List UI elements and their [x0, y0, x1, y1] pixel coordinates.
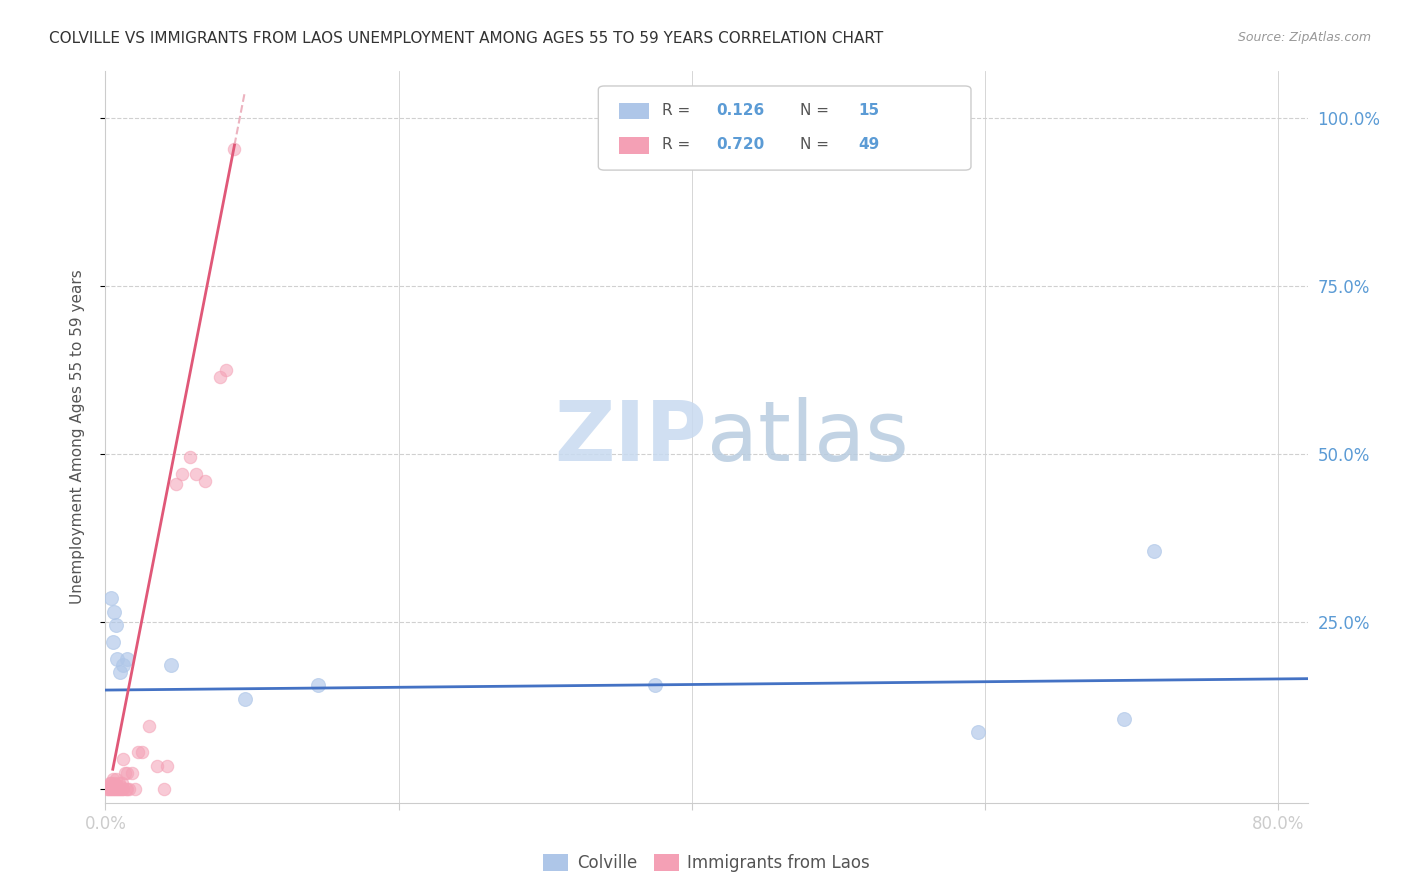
- Point: [194, 474, 217, 488]
- Point: [97, 779, 120, 793]
- Point: [101, 634, 124, 648]
- Point: [98, 782, 121, 797]
- FancyBboxPatch shape: [599, 86, 972, 170]
- Point: [103, 605, 125, 619]
- Point: [112, 782, 135, 797]
- FancyBboxPatch shape: [619, 103, 648, 120]
- Point: [96, 782, 118, 797]
- Text: R =: R =: [662, 137, 695, 152]
- Point: [118, 782, 141, 797]
- Point: [208, 369, 231, 384]
- Point: [145, 759, 167, 773]
- Text: Source: ZipAtlas.com: Source: ZipAtlas.com: [1237, 31, 1371, 45]
- Point: [108, 779, 131, 793]
- Point: [156, 759, 179, 773]
- Point: [107, 775, 129, 789]
- Point: [117, 782, 139, 797]
- Point: [112, 658, 135, 673]
- Point: [121, 765, 143, 780]
- Point: [108, 665, 131, 679]
- Point: [153, 782, 176, 797]
- Point: [138, 718, 160, 732]
- Text: 0.720: 0.720: [716, 137, 765, 152]
- Point: [101, 772, 124, 787]
- Point: [100, 779, 122, 793]
- Point: [1143, 544, 1166, 558]
- Point: [131, 746, 153, 760]
- Y-axis label: Unemployment Among Ages 55 to 59 years: Unemployment Among Ages 55 to 59 years: [70, 269, 84, 605]
- Point: [117, 651, 139, 665]
- Point: [107, 782, 129, 797]
- Text: ZIP: ZIP: [554, 397, 707, 477]
- Point: [104, 618, 127, 632]
- Point: [115, 782, 138, 797]
- Point: [160, 658, 183, 673]
- Point: [110, 775, 132, 789]
- Point: [966, 725, 988, 739]
- Point: [100, 591, 122, 606]
- Point: [110, 782, 132, 797]
- Point: [103, 782, 125, 797]
- Point: [233, 691, 256, 706]
- Point: [170, 467, 193, 481]
- Point: [1114, 712, 1136, 726]
- Text: 49: 49: [858, 137, 879, 152]
- Point: [644, 678, 666, 692]
- Text: 0.126: 0.126: [716, 103, 765, 118]
- Text: atlas: atlas: [707, 397, 908, 477]
- Point: [105, 779, 128, 793]
- Point: [100, 775, 122, 789]
- FancyBboxPatch shape: [619, 137, 648, 153]
- Point: [98, 775, 121, 789]
- Text: COLVILLE VS IMMIGRANTS FROM LAOS UNEMPLOYMENT AMONG AGES 55 TO 59 YEARS CORRELAT: COLVILLE VS IMMIGRANTS FROM LAOS UNEMPLO…: [49, 31, 883, 46]
- Point: [103, 779, 125, 793]
- Point: [224, 142, 246, 156]
- Point: [105, 782, 128, 797]
- Point: [307, 678, 329, 692]
- Point: [179, 450, 201, 465]
- Point: [101, 779, 124, 793]
- Point: [124, 782, 146, 797]
- Point: [114, 765, 136, 780]
- Text: N =: N =: [800, 137, 834, 152]
- Point: [104, 772, 127, 787]
- Point: [104, 782, 127, 797]
- Point: [127, 746, 149, 760]
- Point: [112, 752, 135, 766]
- Text: R =: R =: [662, 103, 695, 118]
- Point: [214, 363, 236, 377]
- Text: N =: N =: [800, 103, 834, 118]
- Point: [108, 782, 131, 797]
- Point: [103, 775, 125, 789]
- Text: 15: 15: [858, 103, 879, 118]
- Point: [97, 782, 120, 797]
- Point: [101, 782, 124, 797]
- Point: [104, 779, 127, 793]
- Point: [105, 651, 128, 665]
- Point: [165, 477, 187, 491]
- Point: [186, 467, 208, 481]
- Legend: Colville, Immigrants from Laos: Colville, Immigrants from Laos: [537, 847, 876, 879]
- Point: [98, 779, 121, 793]
- Point: [100, 782, 122, 797]
- Point: [117, 765, 139, 780]
